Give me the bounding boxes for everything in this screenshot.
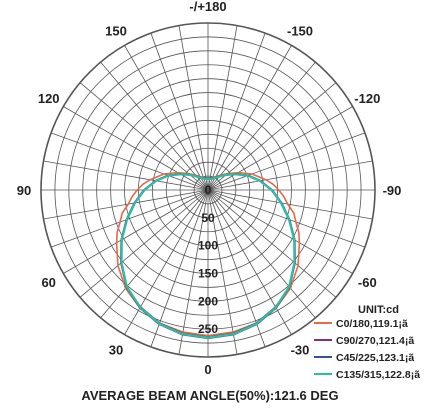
angle-label: 120 xyxy=(38,91,60,106)
grid-spoke xyxy=(207,189,353,274)
grid-spoke xyxy=(207,82,337,191)
grid-spoke xyxy=(50,189,209,248)
legend: C0/180,119.1¡ã C90/270,121.4¡ã C45/225,123… xyxy=(314,318,420,381)
grid-spoke xyxy=(207,45,292,191)
radial-label: 0 xyxy=(205,183,212,197)
polar-grid xyxy=(40,22,376,358)
radial-label: 200 xyxy=(198,294,218,308)
radial-label: 50 xyxy=(201,211,215,225)
grid-spoke xyxy=(150,189,209,348)
series-curve xyxy=(120,173,296,339)
grid-spoke xyxy=(207,189,292,335)
grid-spoke xyxy=(178,25,209,191)
grid-spoke xyxy=(207,189,238,355)
grid-spoke xyxy=(207,61,316,191)
grid-spoke xyxy=(207,189,373,220)
grid-spoke xyxy=(178,189,209,355)
grid-spoke xyxy=(207,25,238,191)
angle-label: -90 xyxy=(383,183,402,198)
angle-labels: -/+180 -150 150 -120 120 -90 90 -60 60 -30 30 0 xyxy=(17,0,402,377)
beam-angle-footer: AVERAGE BEAM ANGLE(50%):121.6 DEG xyxy=(81,388,338,403)
grid-spoke xyxy=(207,32,266,191)
grid-spoke xyxy=(207,189,316,319)
grid-spoke xyxy=(79,189,209,298)
angle-label: 90 xyxy=(17,183,31,198)
grid-spoke xyxy=(100,189,209,319)
grid-spoke xyxy=(207,189,366,248)
grid-spoke xyxy=(43,189,209,220)
grid-spoke xyxy=(124,45,209,191)
grid-spoke xyxy=(207,189,266,348)
grid-spoke xyxy=(150,32,209,191)
grid-spoke xyxy=(207,132,366,191)
angle-label: -150 xyxy=(287,24,313,39)
grid-spoke xyxy=(124,189,209,335)
grid-spoke xyxy=(63,106,209,191)
radial-label: 150 xyxy=(198,267,218,281)
grid-spoke xyxy=(207,106,353,191)
unit-label: UNIT:cd xyxy=(358,304,399,316)
grid-spoke xyxy=(207,160,373,191)
grid-spoke xyxy=(79,82,209,191)
angle-label: 60 xyxy=(41,275,55,290)
grid-spoke xyxy=(207,189,337,298)
angle-label: -60 xyxy=(358,275,377,290)
grid-spoke xyxy=(50,132,209,191)
grid-spoke xyxy=(63,189,209,274)
legend-entry: C90/270,121.4¡ã xyxy=(336,335,414,347)
angle-label: -120 xyxy=(354,91,380,106)
angle-label: 150 xyxy=(105,24,127,39)
curves xyxy=(115,171,301,340)
angle-label: -/+180 xyxy=(189,0,226,14)
grid-spoke xyxy=(43,160,209,191)
radial-labels: 0 50 100 150 200 250 xyxy=(198,183,218,336)
legend-entry: C0/180,119.1¡ã xyxy=(336,318,408,330)
angle-label: 30 xyxy=(109,342,123,357)
radial-label: 250 xyxy=(198,322,218,336)
legend-entry: C45/225,123.1¡ã xyxy=(336,352,414,364)
grid-spoke xyxy=(100,61,209,191)
angle-label: -30 xyxy=(291,342,310,357)
radial-label: 100 xyxy=(198,239,218,253)
legend-entry: C135/315,122.8¡ã xyxy=(336,369,420,381)
angle-label: 0 xyxy=(204,362,211,377)
